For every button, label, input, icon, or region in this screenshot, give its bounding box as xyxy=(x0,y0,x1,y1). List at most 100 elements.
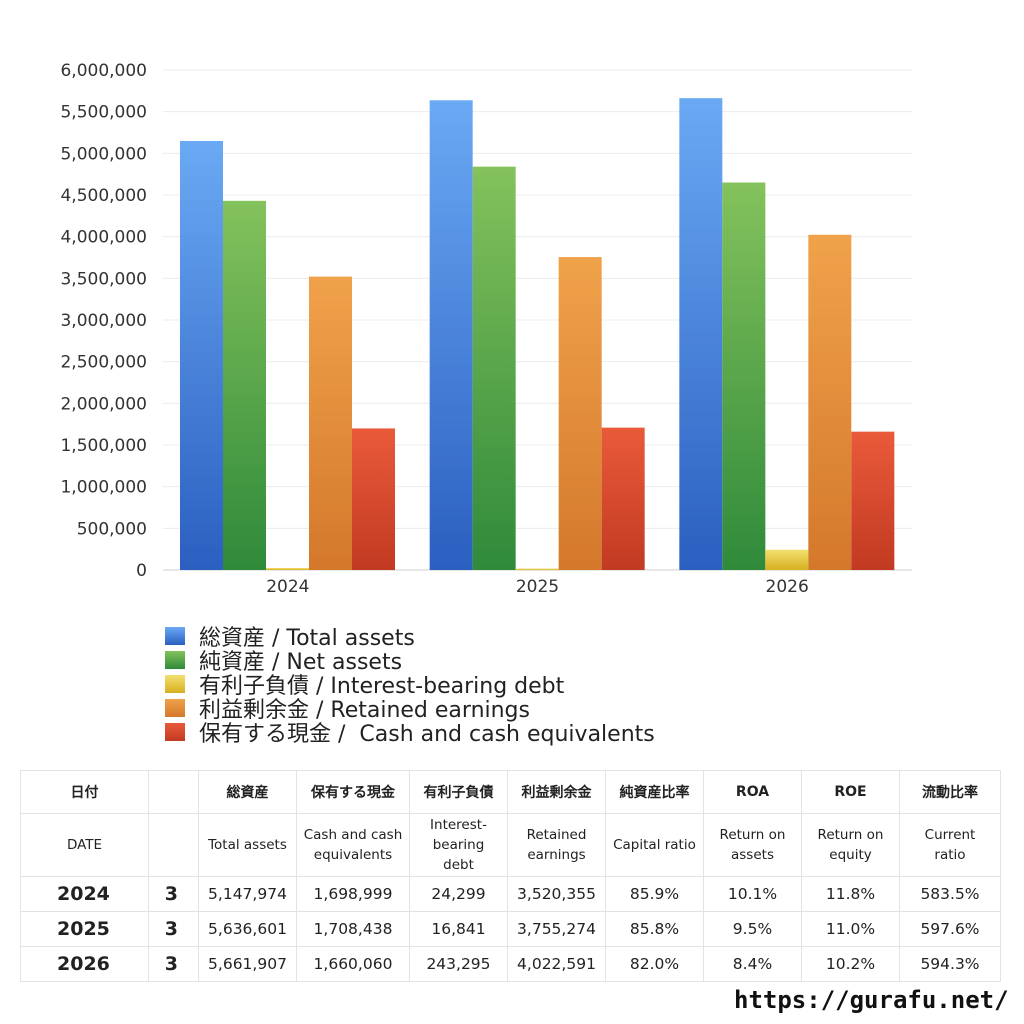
y-tick-label: 5,000,000 xyxy=(60,144,147,164)
bar-retained-earnings-2025 xyxy=(558,257,602,570)
legend-item: 利益剰余金 / Retained earnings xyxy=(165,696,655,723)
bar-interest-bearing-debt-2024 xyxy=(266,567,309,570)
cell: 82.0% xyxy=(605,946,704,982)
header-cell: 日付 xyxy=(20,770,149,814)
header-cell: 保有する現金 xyxy=(296,770,410,814)
y-tick-label: 5,500,000 xyxy=(60,103,147,123)
legend: 総資産 / Total assets 純資産 / Net assets 有利子負… xyxy=(165,624,655,747)
cell: 583.5% xyxy=(899,876,1001,912)
legend-label: 純資産 / Net assets xyxy=(199,650,403,675)
cell: 9.5% xyxy=(703,911,802,947)
cell: 1,708,438 xyxy=(296,911,410,947)
cell-year: 2026 xyxy=(20,946,149,982)
bars xyxy=(180,98,895,571)
cell: 10.2% xyxy=(801,946,900,982)
cell: 8.4% xyxy=(703,946,802,982)
header-cell: Current ratio xyxy=(899,813,1001,877)
bar-cash-2025 xyxy=(601,427,645,570)
header-cell: Interest- bearing debt xyxy=(409,813,508,877)
cell: 5,147,974 xyxy=(198,876,297,912)
header-cell: 利益剰余金 xyxy=(507,770,606,814)
legend-label: 利益剰余金 / Retained earnings xyxy=(199,698,530,723)
y-tick-label: 1,000,000 xyxy=(60,478,147,498)
source-url: https://gurafu.net/ xyxy=(734,986,1009,1014)
cell-year: 2024 xyxy=(20,876,149,912)
cell-year: 2025 xyxy=(20,911,149,947)
legend-swatch-net-assets xyxy=(165,651,185,669)
cell: 11.8% xyxy=(801,876,900,912)
bar-interest-bearing-debt-2026 xyxy=(765,549,809,570)
cell: 5,636,601 xyxy=(198,911,297,947)
legend-swatch-interest-bearing-debt xyxy=(165,675,185,693)
bar-net-assets-2026 xyxy=(722,182,766,570)
bar-total-assets-2024 xyxy=(180,141,223,570)
header-cell: Return on equity xyxy=(801,813,900,877)
y-tick-label: 6,000,000 xyxy=(60,61,147,81)
bar-retained-earnings-2024 xyxy=(309,276,352,570)
legend-swatch-retained-earnings xyxy=(165,699,185,717)
y-axis-ticks: 0 500,000 1,000,000 1,500,000 2,000,000 2,500… xyxy=(60,61,147,581)
cell-month: 3 xyxy=(148,911,199,947)
cell: 3,520,355 xyxy=(507,876,606,912)
cell: 10.1% xyxy=(703,876,802,912)
y-tick-label: 2,000,000 xyxy=(60,394,147,414)
header-cell xyxy=(148,770,199,814)
header-cell: Cash and cash equivalents xyxy=(296,813,410,877)
header-cell: 流動比率 xyxy=(899,770,1001,814)
cell: 243,295 xyxy=(409,946,508,982)
y-tick-label: 1,500,000 xyxy=(60,436,147,456)
table-row: 2025 3 5,636,601 1,708,438 16,841 3,755,… xyxy=(20,911,1001,947)
x-tick-label: 2025 xyxy=(516,577,559,597)
bar-net-assets-2024 xyxy=(223,200,266,571)
cell: 16,841 xyxy=(409,911,508,947)
legend-swatch-cash xyxy=(165,723,185,741)
legend-swatch-total-assets xyxy=(165,627,185,645)
cell-month: 3 xyxy=(148,946,199,982)
x-axis-ticks: 2024 2025 2026 xyxy=(266,577,809,597)
table-header-row-en: DATE Total assets Cash and cash equivale… xyxy=(20,813,1001,877)
y-tick-label: 0 xyxy=(136,561,147,581)
x-tick-label: 2026 xyxy=(766,577,809,597)
cell: 1,660,060 xyxy=(296,946,410,982)
table-row: 2024 3 5,147,974 1,698,999 24,299 3,520,… xyxy=(20,876,1001,912)
cell: 85.8% xyxy=(605,911,704,947)
legend-item: 有利子負債 / Interest-bearing debt xyxy=(165,672,655,699)
y-tick-label: 3,000,000 xyxy=(60,311,147,331)
y-tick-label: 4,500,000 xyxy=(60,186,147,206)
cell: 24,299 xyxy=(409,876,508,912)
bar-cash-2024 xyxy=(352,428,395,570)
cell: 5,661,907 xyxy=(198,946,297,982)
header-cell: ROE xyxy=(801,770,900,814)
y-tick-label: 500,000 xyxy=(77,519,147,539)
header-cell xyxy=(148,813,199,877)
cell: 4,022,591 xyxy=(507,946,606,982)
cell: 1,698,999 xyxy=(296,876,410,912)
header-cell: 有利子負債 xyxy=(409,770,508,814)
table-header-row-jp: 日付 総資産 保有する現金 有利子負債 利益剰余金 純資産比率 ROA ROE … xyxy=(20,770,1001,814)
y-tick-label: 2,500,000 xyxy=(60,353,147,373)
bar-net-assets-2025 xyxy=(472,166,516,570)
cell: 11.0% xyxy=(801,911,900,947)
y-tick-label: 4,000,000 xyxy=(60,228,147,248)
header-cell: Total assets xyxy=(198,813,297,877)
cell: 85.9% xyxy=(605,876,704,912)
x-tick-label: 2024 xyxy=(266,577,309,597)
cell: 3,755,274 xyxy=(507,911,606,947)
legend-item: 保有する現金 / Cash and cash equivalents xyxy=(165,720,655,747)
bar-chart: 0 500,000 1,000,000 1,500,000 2,000,000 2,500… xyxy=(60,61,912,597)
bar-interest-bearing-debt-2025 xyxy=(515,568,559,571)
cell: 597.6% xyxy=(899,911,1001,947)
bar-retained-earnings-2026 xyxy=(808,234,852,570)
financial-metrics-table: 日付 総資産 保有する現金 有利子負債 利益剰余金 純資産比率 ROA ROE … xyxy=(20,770,1001,982)
header-cell: DATE xyxy=(20,813,149,877)
header-cell: ROA xyxy=(703,770,802,814)
bar-total-assets-2026 xyxy=(679,98,723,571)
bar-cash-2026 xyxy=(851,431,895,570)
legend-label: 総資産 / Total assets xyxy=(199,626,415,651)
header-cell: Return on assets xyxy=(703,813,802,877)
y-tick-label: 3,500,000 xyxy=(60,269,147,289)
grid-lines xyxy=(163,69,912,571)
header-cell: 純資産比率 xyxy=(605,770,704,814)
header-cell: 総資産 xyxy=(198,770,297,814)
table-row: 2026 3 5,661,907 1,660,060 243,295 4,022… xyxy=(20,946,1001,982)
